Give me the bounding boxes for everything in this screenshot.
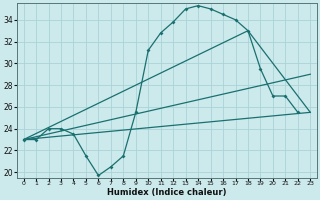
X-axis label: Humidex (Indice chaleur): Humidex (Indice chaleur) — [107, 188, 227, 197]
